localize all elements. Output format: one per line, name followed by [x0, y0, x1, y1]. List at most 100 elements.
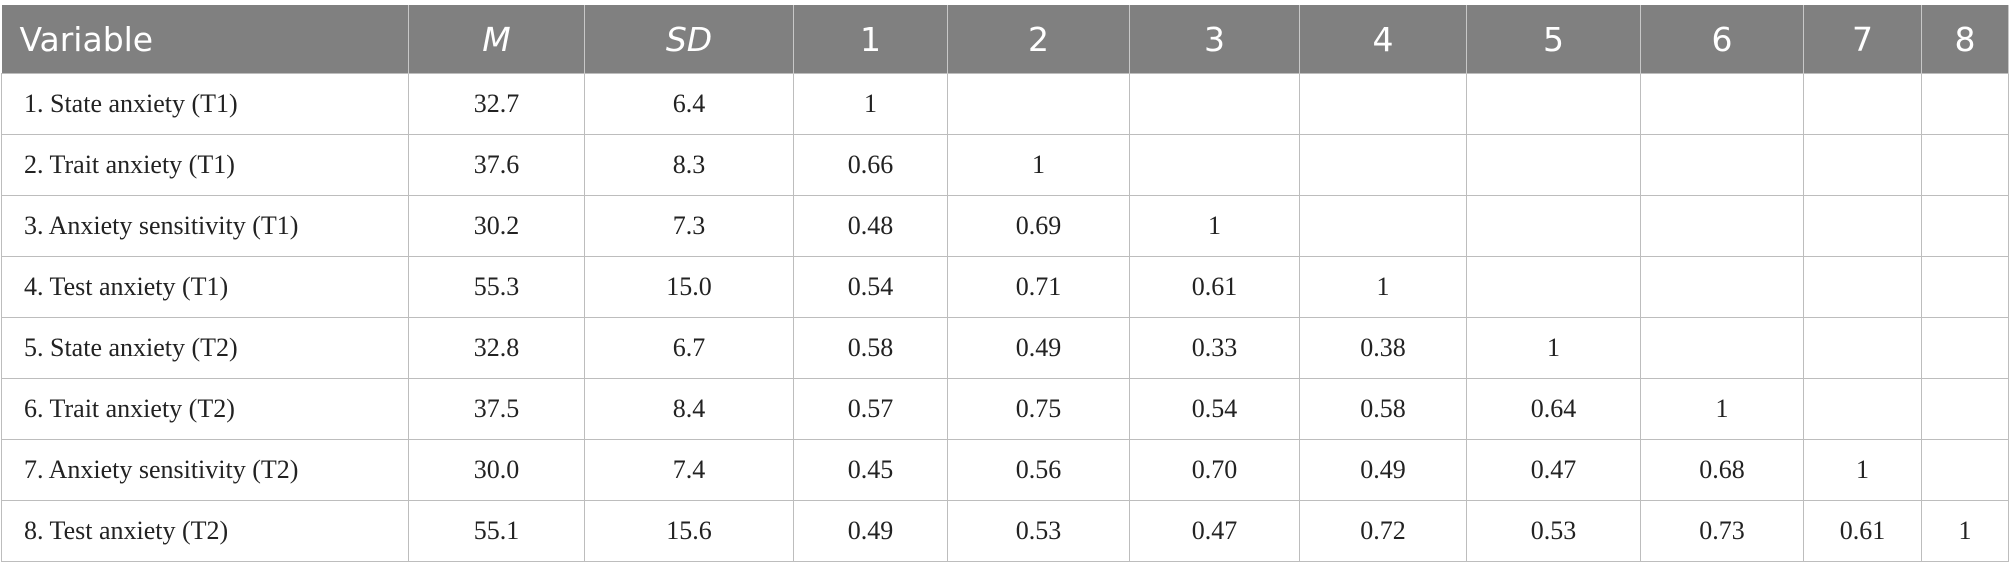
- variable-cell: 2. Trait anxiety (T1): [1, 134, 409, 196]
- value-cell: 1: [1640, 378, 1804, 440]
- empty-cell: [947, 73, 1130, 135]
- value-cell: 1: [1299, 256, 1467, 318]
- value-cell: 1: [1921, 500, 2009, 562]
- header-cell: SD: [584, 5, 794, 74]
- header-cell: 3: [1129, 5, 1300, 74]
- empty-cell: [1921, 256, 2009, 318]
- value-cell: 0.64: [1466, 378, 1641, 440]
- empty-cell: [1466, 134, 1641, 196]
- empty-cell: [1640, 317, 1804, 379]
- variable-cell: 1. State anxiety (T1): [1, 73, 409, 135]
- empty-cell: [1466, 256, 1641, 318]
- header-cell: 7: [1803, 5, 1922, 74]
- value-cell: 0.66: [793, 134, 948, 196]
- value-cell: 0.58: [793, 317, 948, 379]
- value-cell: 0.53: [947, 500, 1130, 562]
- header-cell: 2: [947, 5, 1130, 74]
- value-cell: 15.6: [584, 500, 794, 562]
- value-cell: 0.48: [793, 195, 948, 257]
- variable-cell: 7. Anxiety sensitivity (T2): [1, 439, 409, 501]
- value-cell: 0.75: [947, 378, 1130, 440]
- empty-cell: [1921, 195, 2009, 257]
- value-cell: 6.7: [584, 317, 794, 379]
- header-cell: M: [408, 5, 585, 74]
- value-cell: 30.0: [408, 439, 585, 501]
- value-cell: 0.53: [1466, 500, 1641, 562]
- variable-cell: 8. Test anxiety (T2): [1, 500, 409, 562]
- empty-cell: [1803, 317, 1922, 379]
- empty-cell: [1299, 195, 1467, 257]
- table-row: 3. Anxiety sensitivity (T1) 30.2 7.3 0.48 0.…: [1, 195, 2009, 257]
- empty-cell: [1921, 378, 2009, 440]
- value-cell: 32.7: [408, 73, 585, 135]
- empty-cell: [1921, 317, 2009, 379]
- value-cell: 0.68: [1640, 439, 1804, 501]
- value-cell: 1: [1466, 317, 1641, 379]
- value-cell: 1: [1129, 195, 1300, 257]
- value-cell: 30.2: [408, 195, 585, 257]
- empty-cell: [1640, 195, 1804, 257]
- variable-cell: 6. Trait anxiety (T2): [1, 378, 409, 440]
- value-cell: 8.4: [584, 378, 794, 440]
- value-cell: 1: [1803, 439, 1922, 501]
- value-cell: 0.45: [793, 439, 948, 501]
- table-row: 1. State anxiety (T1) 32.7 6.4 1: [1, 73, 2009, 135]
- table-body: 1. State anxiety (T1) 32.7 6.4 1 2. Trait an…: [1, 73, 2009, 562]
- empty-cell: [1640, 134, 1804, 196]
- empty-cell: [1921, 439, 2009, 501]
- header-cell: Variable: [1, 5, 409, 74]
- value-cell: 0.61: [1803, 500, 1922, 562]
- value-cell: 55.1: [408, 500, 585, 562]
- table-row: 8. Test anxiety (T2) 55.1 15.6 0.49 0.53 0.47…: [1, 500, 2009, 562]
- header-row: Variable M SD 1 2 3 4 5 6 7 8: [1, 5, 2009, 74]
- value-cell: 0.47: [1466, 439, 1641, 501]
- value-cell: 0.47: [1129, 500, 1300, 562]
- empty-cell: [1803, 73, 1922, 135]
- table-row: 2. Trait anxiety (T1) 37.6 8.3 0.66 1: [1, 134, 2009, 196]
- value-cell: 0.57: [793, 378, 948, 440]
- empty-cell: [1803, 256, 1922, 318]
- variable-cell: 3. Anxiety sensitivity (T1): [1, 195, 409, 257]
- value-cell: 0.49: [1299, 439, 1467, 501]
- value-cell: 0.38: [1299, 317, 1467, 379]
- value-cell: 0.33: [1129, 317, 1300, 379]
- value-cell: 7.4: [584, 439, 794, 501]
- empty-cell: [1921, 73, 2009, 135]
- value-cell: 6.4: [584, 73, 794, 135]
- empty-cell: [1299, 134, 1467, 196]
- table-row: 7. Anxiety sensitivity (T2) 30.0 7.4 0.45 0.…: [1, 439, 2009, 501]
- empty-cell: [1466, 73, 1641, 135]
- empty-cell: [1803, 195, 1922, 257]
- table-wrap: Variable M SD 1 2 3 4 5 6 7 8 1. State anxiety (T1…: [1, 5, 2009, 562]
- value-cell: 1: [947, 134, 1130, 196]
- value-cell: 0.58: [1299, 378, 1467, 440]
- empty-cell: [1129, 134, 1300, 196]
- empty-cell: [1921, 134, 2009, 196]
- value-cell: 0.54: [793, 256, 948, 318]
- correlation-table: Variable M SD 1 2 3 4 5 6 7 8 1. State anxiety (T1…: [1, 5, 2009, 562]
- value-cell: 37.5: [408, 378, 585, 440]
- table-row: 5. State anxiety (T2) 32.8 6.7 0.58 0.49 0.33…: [1, 317, 2009, 379]
- header-cell: 8: [1921, 5, 2009, 74]
- variable-cell: 4. Test anxiety (T1): [1, 256, 409, 318]
- value-cell: 7.3: [584, 195, 794, 257]
- value-cell: 0.72: [1299, 500, 1467, 562]
- empty-cell: [1640, 256, 1804, 318]
- value-cell: 15.0: [584, 256, 794, 318]
- value-cell: 0.49: [793, 500, 948, 562]
- value-cell: 0.70: [1129, 439, 1300, 501]
- header-cell: 6: [1640, 5, 1804, 74]
- value-cell: 55.3: [408, 256, 585, 318]
- value-cell: 8.3: [584, 134, 794, 196]
- value-cell: 0.54: [1129, 378, 1300, 440]
- table-row: 6. Trait anxiety (T2) 37.5 8.4 0.57 0.75 0.54…: [1, 378, 2009, 440]
- table-row: 4. Test anxiety (T1) 55.3 15.0 0.54 0.71 0.61…: [1, 256, 2009, 318]
- value-cell: 0.56: [947, 439, 1130, 501]
- value-cell: 37.6: [408, 134, 585, 196]
- empty-cell: [1640, 73, 1804, 135]
- empty-cell: [1466, 195, 1641, 257]
- header-cell: 4: [1299, 5, 1467, 74]
- value-cell: 0.61: [1129, 256, 1300, 318]
- empty-cell: [1803, 378, 1922, 440]
